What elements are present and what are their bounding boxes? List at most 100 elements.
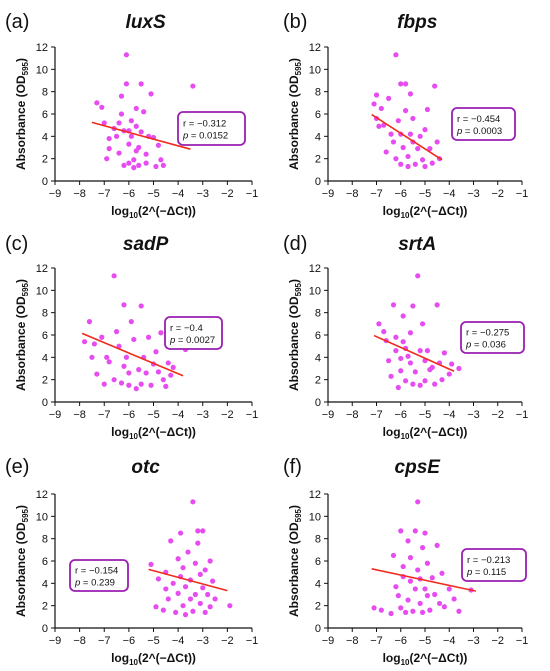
data-point — [205, 591, 211, 598]
data-point — [398, 161, 404, 167]
data-point — [412, 528, 418, 534]
data-point — [390, 139, 397, 145]
y-tick-label: 10 — [309, 64, 321, 76]
data-point — [101, 381, 107, 387]
data-point — [155, 142, 162, 148]
data-point — [128, 118, 134, 124]
data-point — [187, 596, 194, 602]
data-point — [412, 586, 418, 592]
y-tick-label: 12 — [309, 263, 321, 275]
x-tick-label: −4 — [443, 188, 456, 200]
data-point — [104, 354, 110, 360]
data-point — [393, 52, 399, 58]
y-axis-label: Absorbance (OD595) — [14, 279, 30, 391]
y-tick-label: 4 — [42, 578, 48, 590]
data-point — [153, 163, 159, 170]
x-tick-label: −9 — [49, 188, 62, 200]
y-tick-label: 6 — [315, 330, 321, 342]
data-point — [441, 350, 447, 356]
y-tick-label: 12 — [36, 42, 48, 54]
data-point — [168, 538, 174, 544]
data-point — [424, 560, 431, 566]
data-point — [131, 165, 137, 171]
data-point — [136, 162, 142, 168]
panel-label: (e) — [5, 456, 29, 478]
x-axis-label: log10(2^(−ΔCt)) — [111, 651, 196, 667]
x-axis-label: log10(2^(−ΔCt)) — [383, 651, 468, 667]
data-point — [170, 580, 176, 586]
data-point — [446, 586, 452, 592]
data-point — [407, 91, 414, 97]
data-point — [131, 157, 137, 163]
x-tick-label: −1 — [246, 409, 259, 421]
x-tick-label: −5 — [147, 409, 160, 421]
y-tick-label: 2 — [315, 154, 321, 166]
data-point — [207, 604, 213, 610]
data-point — [422, 586, 428, 592]
chart-panel-a: (a) luxS 0 2 4 6 8 10 12 −9 −8 −7 −6 −5 −4 −3 −2 −1 log10(… — [5, 11, 258, 220]
chart-title: sadP — [123, 234, 169, 255]
y-axis-label: Absorbance (OD595) — [287, 505, 303, 617]
data-point — [403, 108, 409, 114]
data-point — [145, 334, 152, 340]
y-tick-label: 10 — [36, 64, 48, 76]
y-tick-label: 8 — [42, 534, 48, 546]
x-tick-label: −2 — [491, 635, 504, 647]
p-value: p = 0.0152 — [182, 131, 228, 142]
stats-box — [461, 548, 527, 582]
data-point — [138, 129, 144, 135]
x-tick-label: −9 — [49, 409, 62, 421]
p-value: p = 0.115 — [466, 567, 506, 578]
y-tick-label: 10 — [309, 511, 321, 523]
x-tick-label: −8 — [346, 635, 359, 647]
x-tick-label: −1 — [246, 188, 259, 200]
chart-panel-d: (d) srtA 0 2 4 6 8 10 12 −9 −8 −7 −6 −5 −4 −3 −2 −1 log10(… — [283, 233, 528, 441]
data-point — [371, 101, 377, 107]
data-point — [419, 609, 426, 615]
data-point — [190, 608, 196, 614]
y-tick-label: 2 — [42, 375, 48, 387]
y-tick-label: 10 — [36, 511, 48, 523]
data-point — [195, 528, 201, 534]
x-axis-label: log10(2^(−ΔCt)) — [383, 425, 468, 441]
data-point — [419, 157, 426, 163]
y-tick-label: 0 — [42, 623, 48, 635]
y-tick-label: 8 — [42, 308, 48, 320]
data-point — [412, 369, 418, 375]
data-point — [118, 93, 125, 99]
data-point — [155, 576, 162, 582]
data-point — [400, 313, 406, 319]
data-point — [456, 365, 462, 372]
data-point — [400, 144, 406, 151]
y-tick-label: 2 — [42, 601, 48, 613]
data-point — [185, 549, 191, 555]
data-point — [398, 528, 404, 534]
x-tick-label: −8 — [73, 188, 86, 200]
data-point — [116, 150, 122, 156]
data-point — [393, 584, 399, 590]
stats-box — [69, 559, 129, 592]
y-tick-label: 6 — [315, 109, 321, 121]
data-point — [180, 603, 186, 609]
y-tick-label: 0 — [42, 397, 48, 409]
regression-line — [371, 113, 443, 161]
data-point — [376, 123, 382, 129]
data-point — [126, 370, 132, 376]
data-point — [439, 377, 445, 383]
data-point — [429, 160, 435, 166]
data-point — [163, 383, 169, 389]
data-point — [424, 106, 431, 113]
data-point — [106, 359, 112, 365]
data-point — [101, 120, 107, 126]
regression-line — [81, 332, 184, 377]
data-point — [106, 146, 112, 152]
data-point — [412, 161, 418, 167]
data-point — [118, 380, 125, 386]
data-point — [123, 52, 130, 58]
data-point — [429, 575, 435, 581]
y-tick-label: 0 — [315, 397, 321, 409]
data-point — [155, 369, 162, 375]
data-point — [434, 302, 440, 308]
x-tick-label: −3 — [467, 188, 480, 200]
correlation-r: r = −0.312 — [183, 119, 226, 130]
